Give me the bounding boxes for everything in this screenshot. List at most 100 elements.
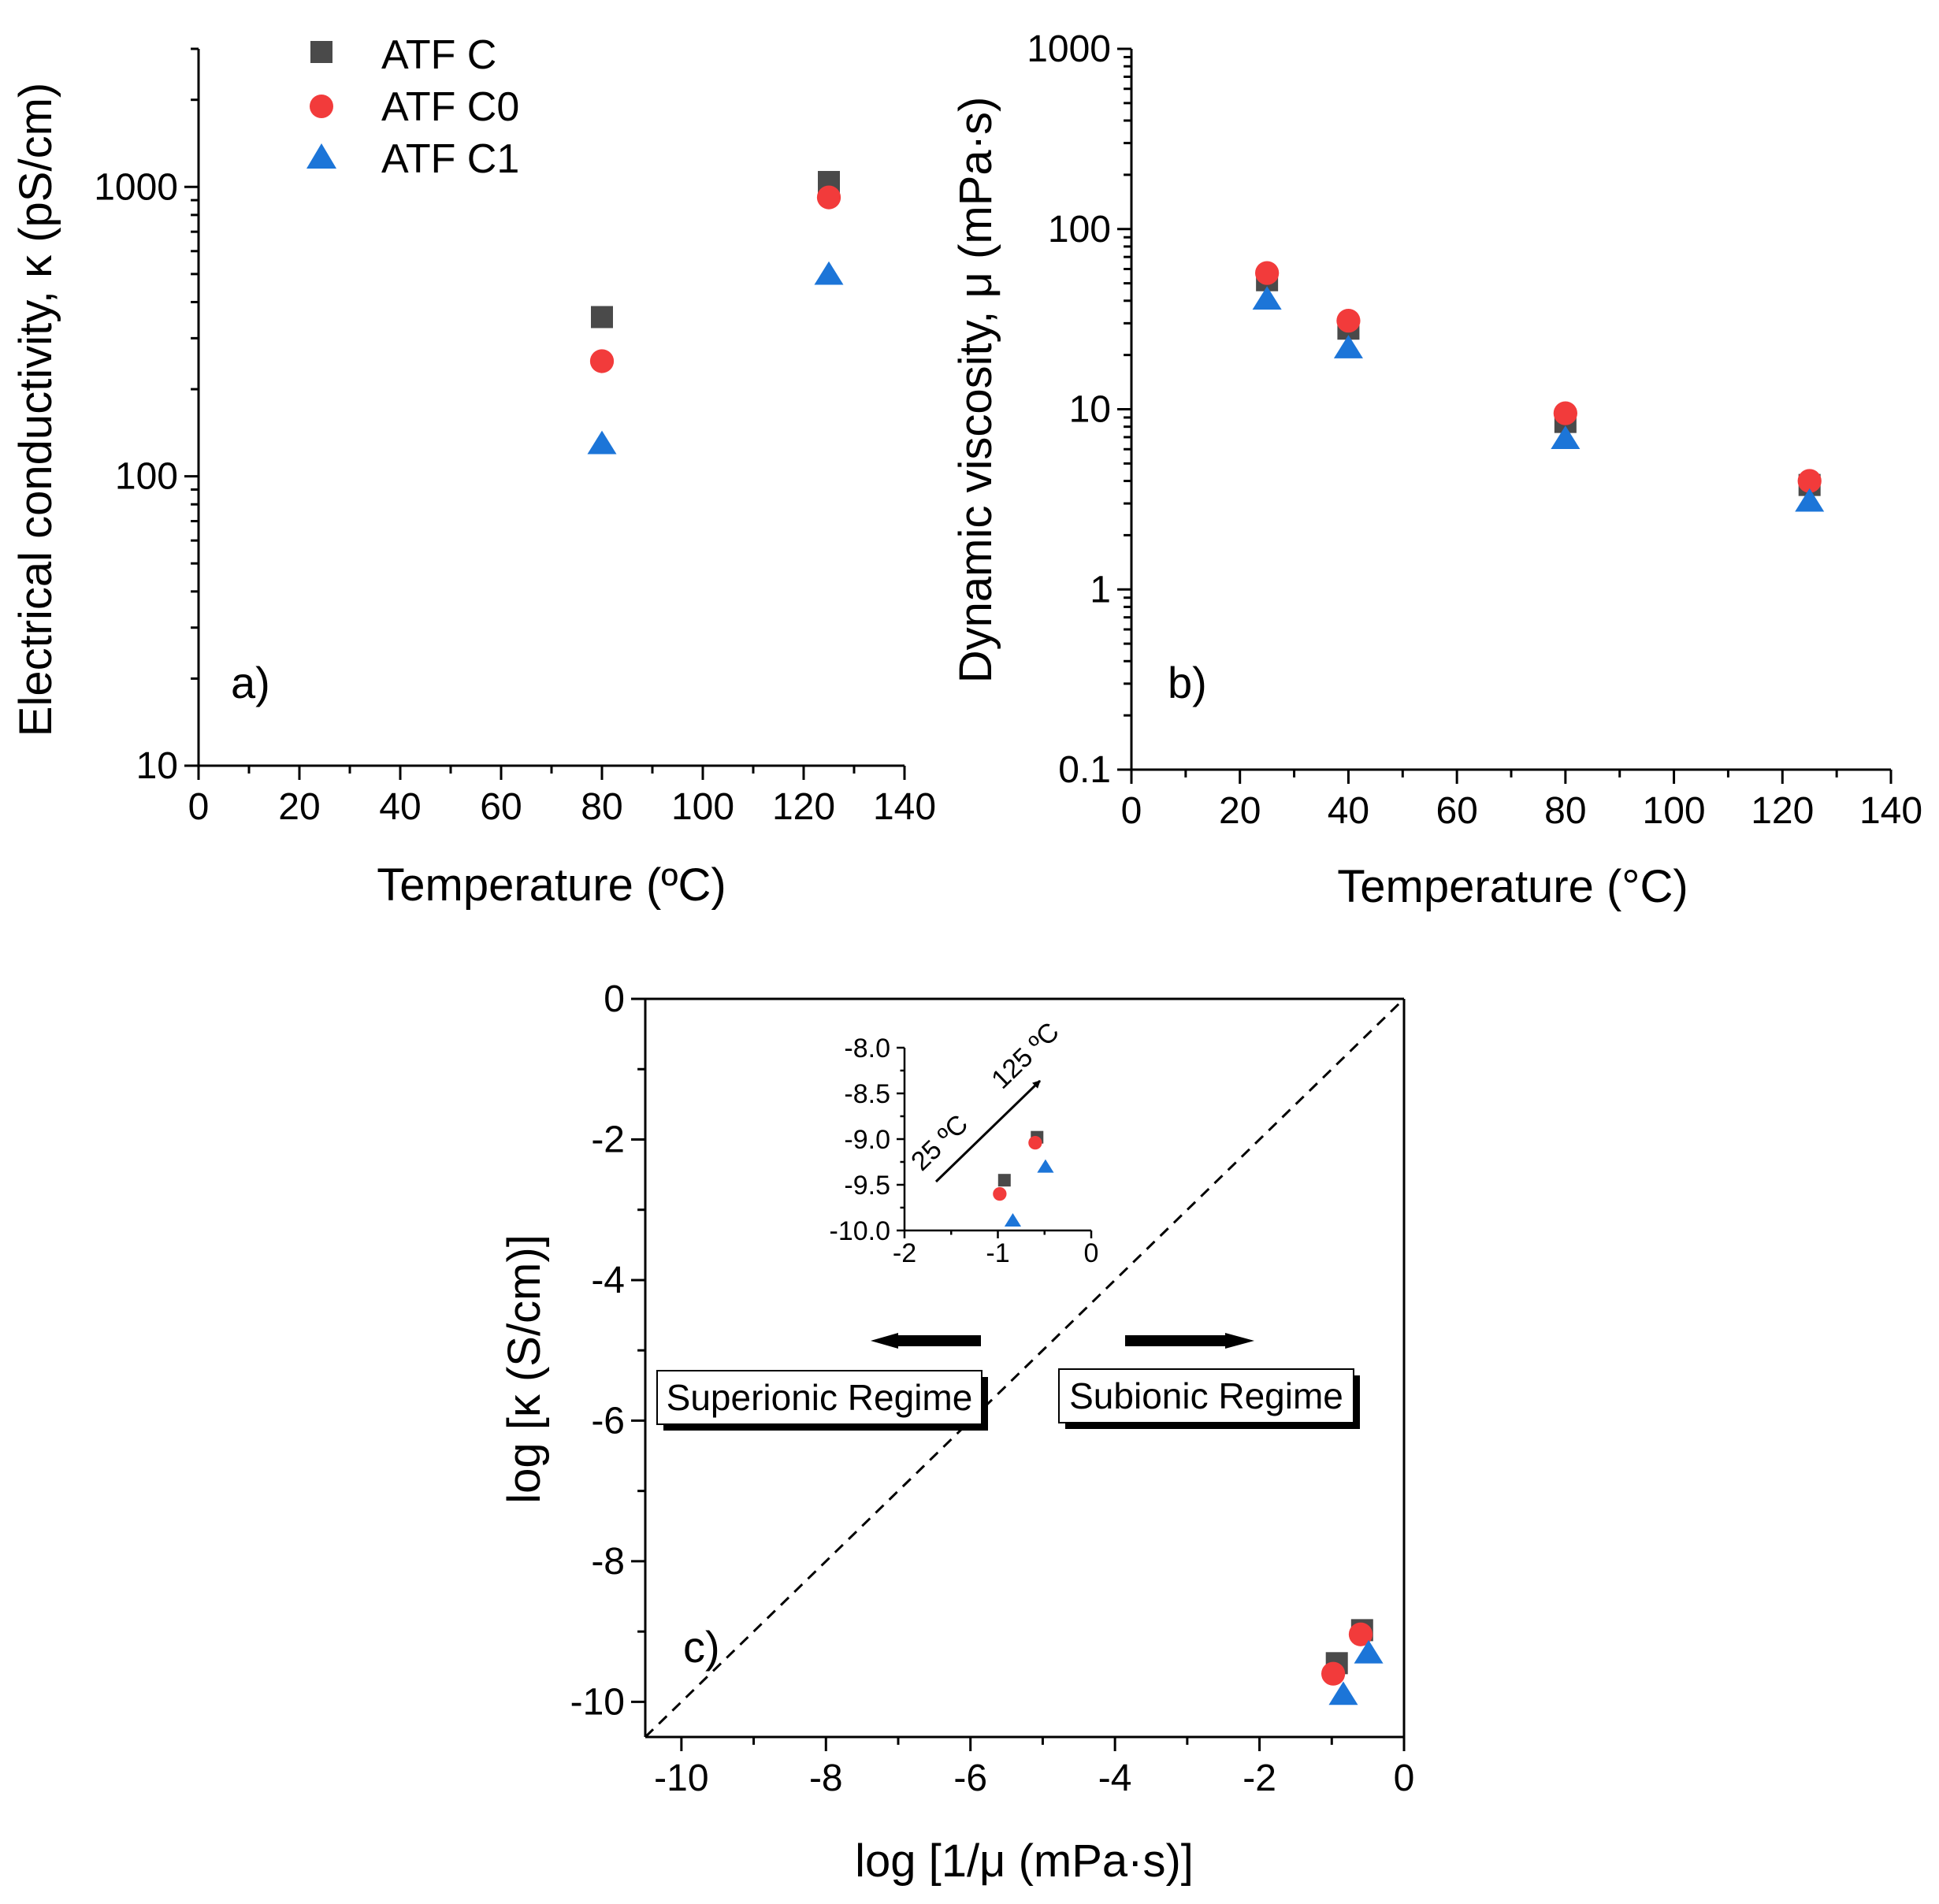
panel-b-point-atf-c0 (1255, 261, 1280, 285)
subionic-regime-box: Subionic Regime (1058, 1368, 1360, 1429)
panel-b-viscosity-chart: 0 20 40 60 80 100 120 140 0.1 1 10 100 1000 b) Tempe… (950, 28, 1922, 912)
superionic-arrow (871, 1333, 981, 1349)
panel-b-plot-area: 0 20 40 60 80 100 120 140 0.1 1 10 100 1000 (1027, 28, 1922, 832)
panel-a-x-tick-label: 140 (873, 786, 936, 828)
panel-c-y-tick-label: -4 (591, 1260, 625, 1301)
panel-b-point-atf-c0 (1797, 469, 1822, 493)
panel-b-x-axis-title: Temperature (°C) (1337, 861, 1688, 912)
panel-a-x-tick-label: 40 (379, 786, 421, 828)
panel-c-x-axis-title: log [1/μ (mPa·s)] (855, 1835, 1194, 1887)
panel-b-y-tick-label: 1000 (1027, 28, 1111, 70)
panel-c-y-tick-label: -2 (591, 1119, 625, 1160)
panel-b-x-tick-label: 0 (1121, 790, 1142, 832)
inset-point-atf-c0 (993, 1186, 1007, 1201)
inset-plot-area: -2 -1 0 -8.0 -8.5 -9.0 -9.5 -10.0 (830, 1034, 1099, 1268)
panel-b-point-atf-c1 (1252, 286, 1282, 310)
panel-c-point-atf-c1 (1328, 1681, 1358, 1705)
panel-a-x-tick-label: 20 (278, 786, 320, 828)
legend-marker-atf-c (310, 41, 332, 63)
panel-a-point-atf-c0 (816, 185, 841, 210)
panel-c-inset-chart: -2 -1 0 -8.0 -8.5 -9.0 -9.5 -10.0 25 ºC 125 ºC (830, 1017, 1099, 1268)
panel-c-point-atf-c0 (1348, 1622, 1373, 1646)
panel-b-x-tick-label: 40 (1328, 790, 1369, 832)
panel-b-point-atf-c1 (1333, 335, 1363, 358)
panel-b-x-tick-label: 80 (1544, 790, 1586, 832)
panel-a-conductivity-chart: 0 20 40 60 80 100 120 140 10 100 1000 ATF C ATF C0… (10, 32, 936, 911)
inset-x-tick-label: -1 (986, 1238, 1009, 1268)
legend-label-atf-c0: ATF C0 (381, 84, 519, 130)
panel-a-point-atf-c (591, 306, 613, 328)
subionic-regime-label: Subionic Regime (1069, 1375, 1343, 1416)
inset-y-tick-label: -9.5 (844, 1171, 890, 1201)
panel-a-y-tick-label: 10 (136, 745, 178, 787)
superionic-regime-box: Superionic Regime (656, 1370, 988, 1431)
panel-b-x-tick-label: 60 (1436, 790, 1477, 832)
legend: ATF C ATF C0 ATF C1 (306, 32, 519, 182)
inset-y-tick-label: -9.0 (844, 1125, 890, 1155)
temperature-arrow (934, 1079, 1042, 1183)
panel-a-x-tick-label: 0 (188, 786, 210, 828)
panel-b-y-tick-label: 0.1 (1058, 749, 1111, 791)
inset-point-atf-c1 (1037, 1159, 1054, 1173)
legend-label-atf-c: ATF C (381, 32, 496, 78)
panel-b-y-tick-label: 1 (1090, 569, 1111, 611)
panel-a-x-axis-title: Temperature (ºC) (377, 859, 726, 911)
panel-c-x-tick-label: -4 (1098, 1757, 1132, 1799)
panel-b-y-tick-label: 100 (1048, 209, 1111, 251)
panel-a-y-axis-title: Electrical conductivity, κ (pS/cm) (10, 83, 61, 737)
panel-b-point-atf-c1 (1795, 488, 1825, 512)
panel-a-x-tick-label: 120 (772, 786, 835, 828)
panel-b-label: b) (1168, 658, 1207, 707)
panel-c-x-tick-label: -8 (809, 1757, 843, 1799)
panel-c-x-tick-label: -10 (654, 1757, 708, 1799)
inset-x-tick-label: 0 (1084, 1238, 1099, 1268)
inset-y-tick-label: -10.0 (830, 1216, 891, 1246)
panel-b-x-tick-label: 100 (1643, 790, 1706, 832)
inset-arrow-start-label: 25 ºC (905, 1109, 974, 1177)
panel-a-y-tick-label: 100 (115, 456, 178, 498)
inset-point-atf-c0 (1028, 1136, 1042, 1150)
legend-marker-atf-c0 (310, 95, 333, 118)
panel-c-y-tick-label: -8 (591, 1541, 625, 1583)
panel-a-point-atf-c1 (587, 430, 617, 455)
panel-c-walden-plot: -10 -8 -6 -4 -2 0-10-8-6-4-20 Superionic Regi… (499, 978, 1414, 1887)
superionic-regime-label: Superionic Regime (667, 1377, 973, 1418)
panel-c-x-tick-label: -6 (953, 1757, 987, 1799)
panel-b-point-atf-c1 (1551, 425, 1581, 450)
panel-c-x-tick-label: -2 (1243, 1757, 1276, 1799)
panel-c-y-tick-label: -10 (570, 1681, 625, 1723)
panel-c-y-tick-label: 0 (604, 978, 625, 1020)
inset-x-tick-label: -2 (893, 1238, 916, 1268)
panel-c-y-axis-title: log [κ (S/cm)] (499, 1234, 550, 1504)
panel-c-label: c) (683, 1622, 720, 1672)
panel-b-point-atf-c0 (1553, 401, 1577, 425)
legend-label-atf-c1: ATF C1 (381, 136, 519, 182)
panel-b-y-axis-title: Dynamic viscosity, μ (mPa·s) (950, 97, 1001, 684)
panel-c-point-atf-c0 (1321, 1661, 1346, 1686)
panel-b-x-tick-label: 120 (1751, 790, 1814, 832)
panel-a-plot-area: 0 20 40 60 80 100 120 140 10 100 1000 (94, 47, 936, 828)
inset-point-atf-c1 (1004, 1213, 1022, 1227)
panel-c-plot-area: -10 -8 -6 -4 -2 0-10-8-6-4-20 (570, 978, 1415, 1799)
panel-a-label: a) (231, 658, 270, 707)
panel-b-y-tick-label: 10 (1069, 389, 1111, 431)
inset-point-atf-c (997, 1174, 1011, 1187)
panel-a-x-tick-label: 60 (480, 786, 522, 828)
panel-a-x-tick-label: 100 (671, 786, 734, 828)
subionic-arrow (1125, 1333, 1254, 1349)
inset-arrow-end-label: 125 ºC (986, 1017, 1065, 1095)
panel-a-point-atf-c1 (814, 261, 844, 285)
panel-c-y-tick-label: -6 (591, 1400, 625, 1442)
panel-a-point-atf-c0 (589, 349, 615, 373)
inset-y-tick-label: -8.5 (844, 1079, 890, 1109)
panel-b-x-tick-label: 140 (1859, 790, 1922, 832)
panel-a-x-tick-label: 80 (581, 786, 622, 828)
inset-y-tick-label: -8.0 (844, 1034, 890, 1063)
panel-a-y-tick-label: 1000 (94, 166, 178, 208)
panel-b-x-tick-label: 20 (1219, 790, 1261, 832)
panel-c-point-atf-c1 (1354, 1639, 1384, 1664)
panel-c-x-tick-label: 0 (1394, 1757, 1415, 1799)
legend-marker-atf-c1 (306, 143, 336, 169)
panel-b-point-atf-c0 (1336, 308, 1361, 333)
